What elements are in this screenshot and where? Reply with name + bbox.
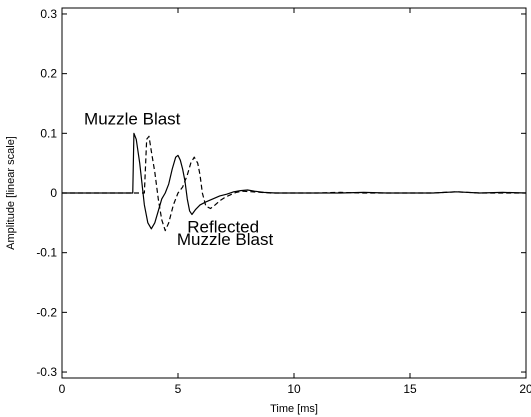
y-tick-label: -0.1 — [36, 246, 57, 260]
x-tick-label: 20 — [519, 382, 531, 396]
series-line-solid — [62, 132, 527, 230]
series-layer — [62, 132, 527, 232]
y-tick-label: 0 — [50, 186, 57, 200]
annotation-label: Reflected — [187, 217, 259, 236]
annotation-label: Muzzle Blast — [84, 109, 181, 128]
x-tick-label: 0 — [59, 382, 66, 396]
x-tick-label: 5 — [175, 382, 182, 396]
annotation-label: Muzzle Blast — [177, 230, 274, 249]
tick-labels: 0 5 10 15 20 0.3 0.2 0.1 0 -0.1 -0.2 -0.3 — [36, 7, 531, 396]
y-tick-label: 0.2 — [40, 67, 57, 81]
series-line-dashed — [62, 135, 526, 232]
y-tick-label: -0.3 — [36, 365, 57, 379]
y-tick-label: 0.1 — [40, 126, 57, 140]
x-tick-label: 10 — [287, 382, 301, 396]
x-tick-label: 15 — [403, 382, 417, 396]
x-axis-label: Time [ms] — [270, 403, 318, 415]
y-tick-label: -0.2 — [36, 305, 57, 319]
y-axis-label: Amplitude [linear scale] — [5, 136, 17, 250]
y-tick-label: 0.3 — [40, 7, 57, 21]
plot-frame — [61, 7, 527, 379]
